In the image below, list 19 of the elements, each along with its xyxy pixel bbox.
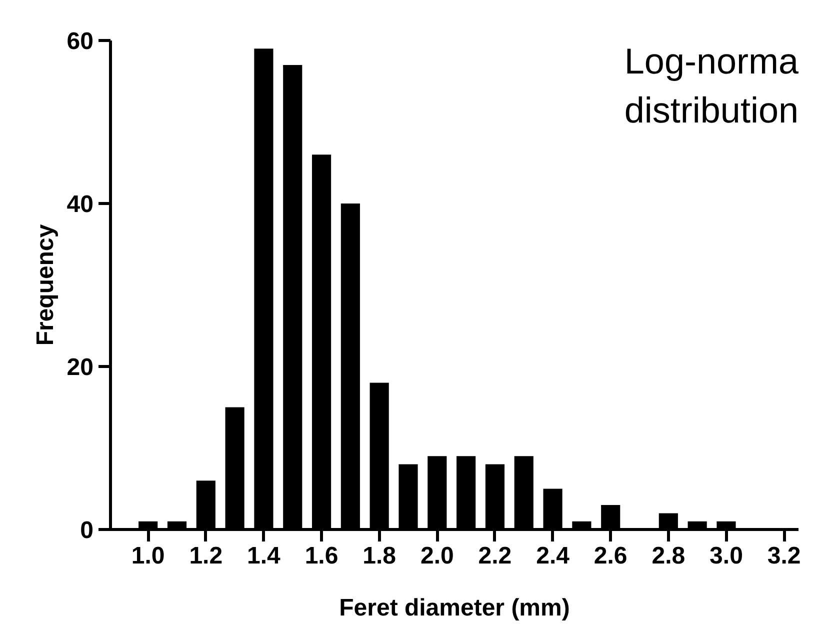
x-tick-label: 2.0 xyxy=(420,542,454,570)
x-tick-label: 2.2 xyxy=(478,542,512,570)
x-tick-label: 1.6 xyxy=(304,542,338,570)
x-tick-label: 1.8 xyxy=(362,542,396,570)
y-tick-label: 0 xyxy=(80,517,94,544)
x-tick-label: 3.0 xyxy=(710,542,743,570)
x-tick-label: 2.6 xyxy=(594,542,628,570)
y-tick-label: 60 xyxy=(66,28,94,55)
x-tick-label: 1.0 xyxy=(131,542,165,570)
x-tick-label: 1.2 xyxy=(189,542,223,570)
x-tick-label: 2.4 xyxy=(536,542,570,570)
y-axis-title: Frequency xyxy=(32,224,59,346)
x-tick-label: 1.4 xyxy=(247,542,282,570)
x-axis-title: Feret diameter (mm) xyxy=(339,594,570,622)
x-tick-label: 2.8 xyxy=(652,542,686,570)
x-tick-label: 3.2 xyxy=(767,542,801,570)
y-tick-label: 20 xyxy=(66,354,94,381)
y-tick-label: 40 xyxy=(66,191,94,218)
annotation: Log-norma distribution xyxy=(624,40,800,131)
